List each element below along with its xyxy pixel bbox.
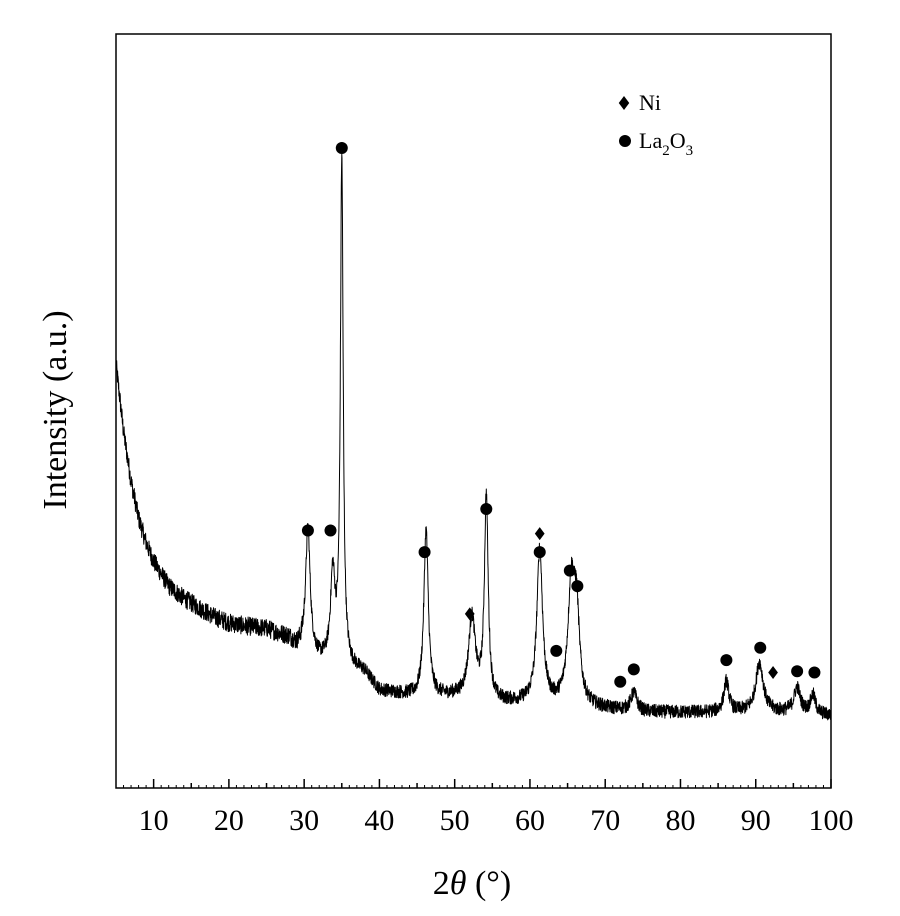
ni-peak-marker <box>464 607 475 621</box>
la2o3-peak-marker <box>791 665 804 678</box>
legend-marker-ni <box>618 96 630 110</box>
x-axis-ticks <box>123 779 832 788</box>
la2o3-peak-marker <box>550 644 563 657</box>
x-tick-label: 100 <box>809 804 854 837</box>
x-tick-label: 20 <box>214 804 244 837</box>
plot-border <box>115 33 832 789</box>
la2o3-peak-marker <box>533 546 546 559</box>
x-tick-label: 80 <box>665 804 695 837</box>
la2o3-peak-marker <box>627 663 640 676</box>
la2o3-peak-marker <box>480 502 493 515</box>
peak-markers <box>301 142 821 688</box>
la2o3-peak-marker <box>301 524 314 537</box>
x-tick-label: 10 <box>139 804 169 837</box>
x-axis-tick-labels: 10 20 30 40 50 60 70 80 90 100 <box>139 804 854 837</box>
la2o3-peak-marker <box>720 654 733 667</box>
x-tick-label: 70 <box>590 804 620 837</box>
x-axis-title: 2θ (°) <box>433 865 511 902</box>
legend: Ni La2O3 <box>618 90 693 159</box>
x-tick-label: 40 <box>364 804 394 837</box>
y-axis-title: Intensity (a.u.) <box>37 310 74 509</box>
la2o3-peak-marker <box>324 524 337 537</box>
la2o3-peak-marker <box>418 546 431 559</box>
x-tick-label: 30 <box>289 804 319 837</box>
ni-peak-marker <box>768 665 778 679</box>
ni-peak-marker <box>534 527 545 541</box>
la2o3-peak-marker <box>563 564 576 577</box>
x-tick-label: 90 <box>741 804 771 837</box>
plot-frame <box>115 33 832 789</box>
legend-label-la2o3: La2O3 <box>639 128 693 159</box>
xrd-pattern-line <box>115 153 832 721</box>
x-tick-label: 60 <box>515 804 545 837</box>
la2o3-peak-marker <box>571 580 584 593</box>
legend-label-ni: Ni <box>639 90 661 115</box>
la2o3-peak-marker <box>614 675 627 688</box>
legend-marker-la2o3 <box>619 135 631 147</box>
la2o3-peak-marker <box>335 142 348 154</box>
la2o3-peak-marker <box>754 641 767 654</box>
x-tick-label: 50 <box>440 804 470 837</box>
la2o3-peak-marker <box>808 666 821 679</box>
